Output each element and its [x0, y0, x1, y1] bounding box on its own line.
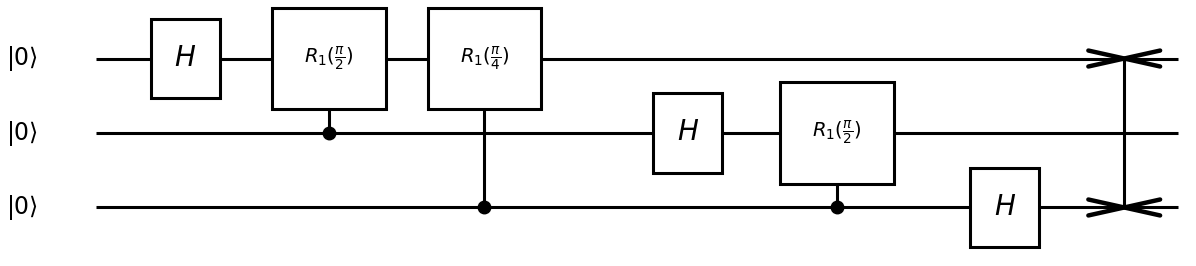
Bar	[151, 19, 220, 98]
Text: $H$: $H$	[175, 45, 196, 72]
Text: $H$: $H$	[677, 119, 698, 147]
Text: $R_1(\frac{\pi}{4})$: $R_1(\frac{\pi}{4})$	[459, 44, 509, 73]
Text: $|0\rangle$: $|0\rangle$	[6, 118, 38, 148]
Bar	[273, 8, 385, 109]
Bar	[428, 8, 541, 109]
Bar	[970, 168, 1039, 247]
Text: $|0\rangle$: $|0\rangle$	[6, 44, 38, 73]
Bar	[653, 93, 722, 173]
Bar	[780, 82, 893, 184]
Text: $|0\rangle$: $|0\rangle$	[6, 193, 38, 222]
Text: $H$: $H$	[994, 194, 1015, 221]
Text: $R_1(\frac{\pi}{2})$: $R_1(\frac{\pi}{2})$	[304, 44, 354, 73]
Text: $R_1(\frac{\pi}{2})$: $R_1(\frac{\pi}{2})$	[812, 119, 862, 147]
